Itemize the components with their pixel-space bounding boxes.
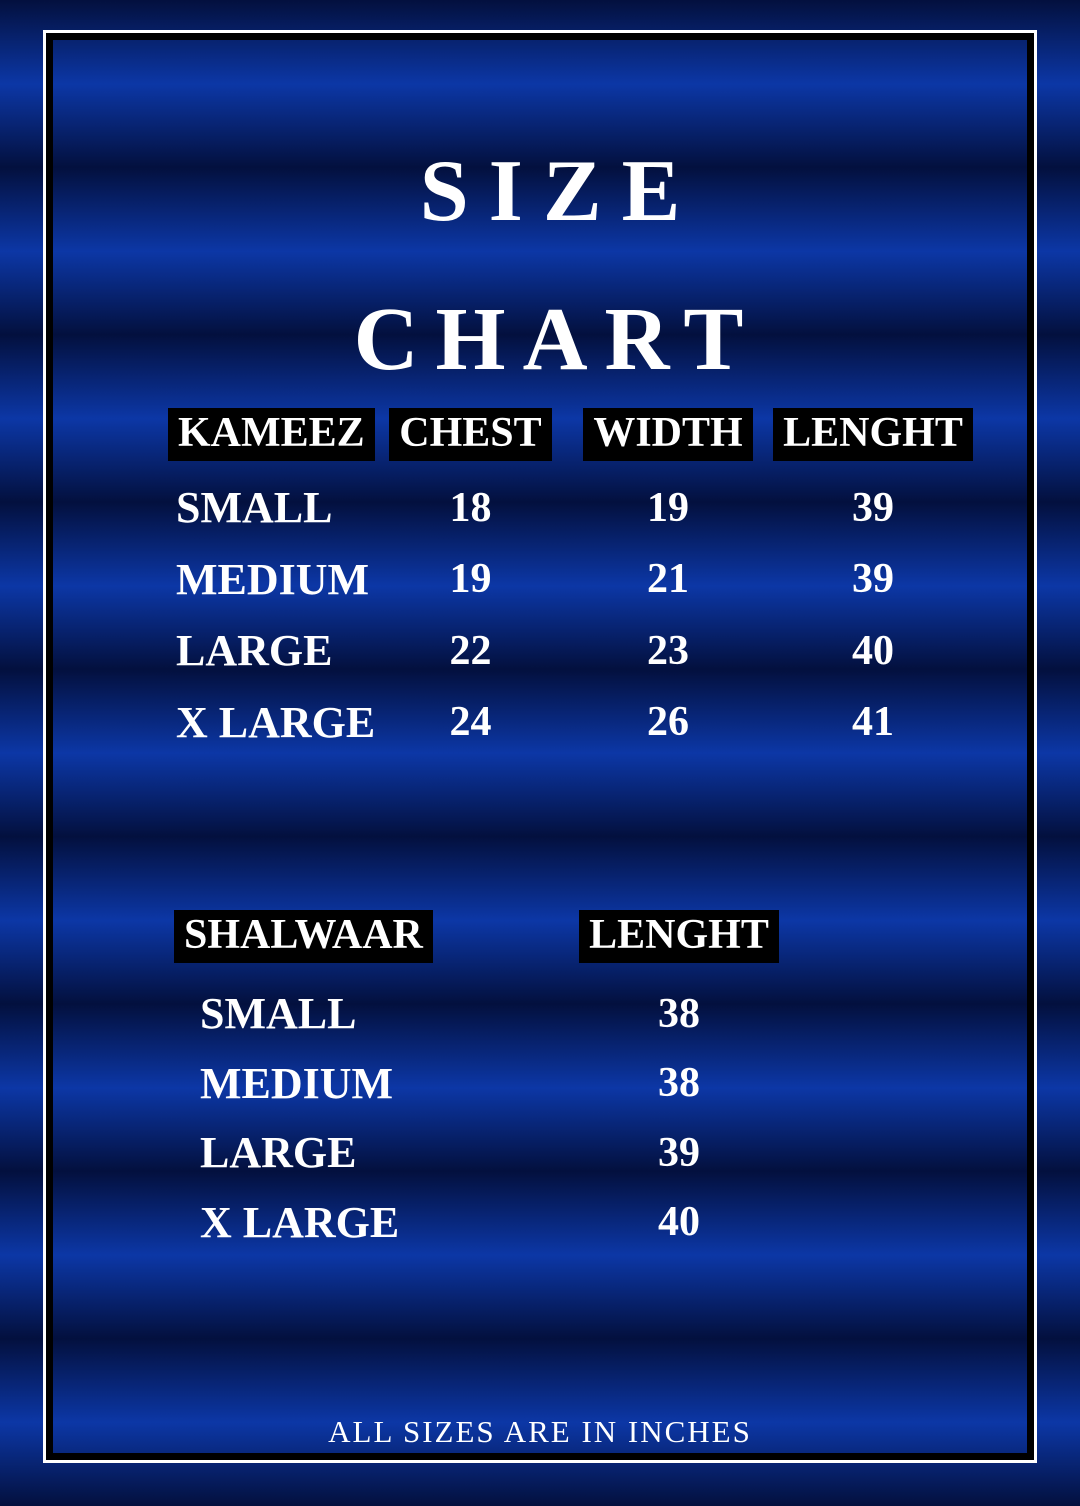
shalwaar-header-cell: SHALWAAR bbox=[174, 910, 474, 963]
shalwaar-row-size-small: SMALL bbox=[200, 989, 357, 1039]
kameez-small-chest: 18 bbox=[449, 484, 492, 531]
shalwaar-small-length: 38 bbox=[658, 990, 700, 1037]
footer-units-note: ALL SIZES ARE IN INCHES bbox=[328, 1414, 752, 1449]
shalwaar-medium-length: 38 bbox=[658, 1060, 700, 1107]
chest-header-cell: CHEST bbox=[373, 408, 568, 461]
kameez-medium-length: 39 bbox=[852, 556, 894, 603]
shalwaar-row-size-xlarge: X LARGE bbox=[200, 1197, 400, 1247]
kameez-small-width: 19 bbox=[647, 484, 689, 531]
kameez-row-size-small: SMALL bbox=[176, 483, 333, 533]
kameez-header-cell: KAMEEZ bbox=[168, 408, 375, 461]
kameez-medium-width: 21 bbox=[647, 556, 689, 603]
kameez-large-width: 23 bbox=[647, 627, 689, 674]
width-header-cell: WIDTH bbox=[568, 408, 768, 461]
kameez-large-chest: 22 bbox=[449, 627, 492, 674]
kameez-size-table: KAMEEZ CHEST WIDTH LENGHT SMALL 18 19 39… bbox=[168, 408, 978, 758]
shalwaar-row-size-medium: MEDIUM bbox=[200, 1058, 394, 1108]
poster-title-chart: CHART bbox=[353, 290, 761, 389]
kameez-row-size-medium: MEDIUM bbox=[176, 554, 370, 604]
chest-column-header: CHEST bbox=[389, 408, 552, 461]
kameez-small-length: 39 bbox=[852, 484, 894, 531]
kameez-large-length: 40 bbox=[852, 627, 894, 674]
poster-title-size: SIZE bbox=[419, 143, 701, 240]
length-column-header: LENGHT bbox=[773, 408, 973, 461]
width-column-header: WIDTH bbox=[583, 408, 753, 461]
shalwaar-length-column-header: LENGHT bbox=[579, 910, 779, 963]
shalwaar-large-length: 39 bbox=[658, 1129, 700, 1176]
frame-border-inner bbox=[46, 33, 1034, 1460]
kameez-xlarge-chest: 24 bbox=[449, 699, 492, 746]
shalwaar-size-table: SHALWAAR LENGHT SMALL 38 MEDIUM 38 LARGE… bbox=[174, 910, 884, 1257]
kameez-column-header: KAMEEZ bbox=[168, 408, 375, 461]
shalwaar-length-header-cell: LENGHT bbox=[474, 910, 884, 963]
kameez-xlarge-length: 41 bbox=[852, 699, 894, 746]
kameez-xlarge-width: 26 bbox=[647, 699, 689, 746]
shalwaar-row-size-large: LARGE bbox=[200, 1128, 357, 1178]
shalwaar-xlarge-length: 40 bbox=[658, 1199, 700, 1246]
shalwaar-column-header: SHALWAAR bbox=[174, 910, 433, 963]
kameez-row-size-large: LARGE bbox=[176, 626, 333, 676]
kameez-row-size-xlarge: X LARGE bbox=[176, 697, 376, 747]
length-header-cell: LENGHT bbox=[768, 408, 978, 461]
kameez-medium-chest: 19 bbox=[449, 556, 492, 603]
frame-border-outer bbox=[43, 30, 1037, 1463]
